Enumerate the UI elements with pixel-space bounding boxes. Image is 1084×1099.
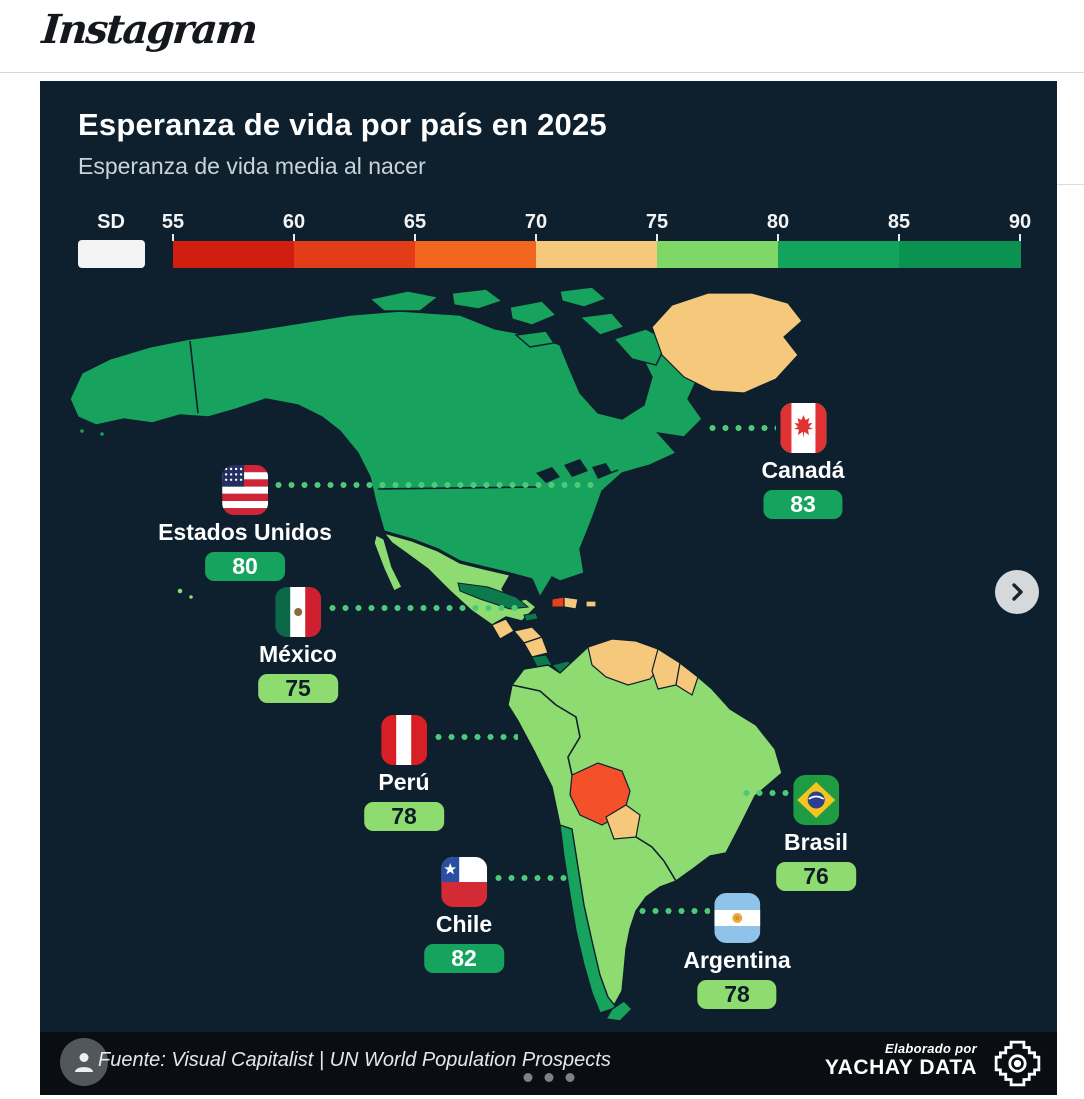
chart-title: Esperanza de vida por país en 2025 [78, 107, 607, 142]
carousel-dot [565, 1073, 574, 1082]
legend-color-segment [173, 241, 295, 268]
legend-tick-mark [656, 234, 658, 241]
chevron-right-icon [1012, 583, 1023, 601]
legend-tick-label: 70 [524, 211, 548, 233]
carousel-dot [544, 1073, 553, 1082]
peru-flag-icon [381, 715, 427, 765]
legend-tick-mark [535, 234, 537, 241]
instagram-logo[interactable]: Instagram [39, 6, 259, 53]
country-callout-peru: Perú 78 [364, 715, 444, 831]
brasil-flag-icon [793, 775, 839, 825]
country-callout-mexico: México 75 [258, 587, 338, 703]
country-callout-usa: Estados Unidos 80 [158, 465, 332, 581]
carousel-next-button[interactable] [995, 570, 1039, 614]
country-name-label: Estados Unidos [158, 519, 332, 545]
country-name-label: México [259, 641, 337, 667]
map-north-america [69, 310, 703, 599]
callout-dotted-line [492, 875, 567, 881]
legend-tick-mark [293, 234, 295, 241]
country-value-badge: 76 [776, 862, 856, 891]
legend-tick-mark [414, 234, 416, 241]
instagram-header: Instagram [0, 0, 1084, 73]
legend-no-data-swatch [78, 240, 145, 268]
legend-tick-mark [898, 234, 900, 241]
credit-brand: YACHAY DATA [824, 1056, 977, 1079]
legend-tick-label: 90 [1008, 211, 1032, 233]
country-value-badge: 78 [364, 802, 444, 831]
legend-color-segment [899, 241, 1021, 268]
map-haiti [551, 596, 565, 608]
country-name-label: Chile [435, 911, 493, 937]
callout-dotted-line [272, 482, 596, 488]
legend-tick-mark [777, 234, 779, 241]
callout-dotted-line [706, 425, 776, 431]
callout-dotted-line [432, 734, 518, 740]
country-value-badge: 78 [697, 980, 777, 1009]
person-icon [75, 1053, 93, 1072]
country-name-label: Canadá [761, 457, 845, 483]
legend-tick-label: 60 [282, 211, 306, 233]
legend-tick-label: 75 [645, 211, 669, 233]
country-value-badge: 75 [258, 674, 338, 703]
country-callout-chile: Chile 82 [424, 857, 504, 973]
carousel-dot [523, 1073, 532, 1082]
argentina-flag-icon [714, 893, 760, 943]
chile-flag-icon [441, 857, 487, 907]
infographic-post-image: Esperanza de vida por país en 2025 Esper… [40, 81, 1057, 1095]
country-callout-argentina: Argentina 78 [683, 893, 791, 1009]
yachay-data-chakana-eye-logo [994, 1040, 1041, 1087]
legend-no-data-label: SD [97, 211, 125, 233]
country-callout-brasil: Brasil 76 [776, 775, 856, 891]
country-value-badge: 83 [763, 490, 843, 519]
source-text: Fuente: Visual Capitalist | UN World Pop… [98, 1049, 611, 1071]
callout-dotted-line [326, 605, 518, 611]
country-value-badge: 80 [205, 552, 285, 581]
legend-color-segment [778, 241, 900, 268]
carousel-dots [523, 1073, 574, 1082]
legend-tick-mark [1019, 234, 1021, 241]
legend-color-segment [657, 241, 779, 268]
country-name-label: Brasil [784, 829, 848, 855]
profile-avatar[interactable] [60, 1038, 108, 1086]
legend-color-segment [415, 241, 537, 268]
legend-color-segment [536, 241, 658, 268]
callout-dotted-line [636, 908, 710, 914]
right-gutter-divider [1057, 184, 1084, 185]
legend-tick-label: 85 [887, 211, 911, 233]
legend-tick-label: 65 [403, 211, 427, 233]
credit-prefix: Elaborado por [884, 1041, 977, 1056]
canada-flag-icon [780, 403, 826, 453]
country-callout-canada: Canadá 83 [761, 403, 845, 519]
map-paraguay [605, 804, 641, 840]
legend-tick-mark [172, 234, 174, 241]
credit-block: Elaborado por YACHAY DATA [825, 1041, 977, 1080]
americas-choropleth-map [69, 286, 803, 1022]
infographic-footer: Fuente: Visual Capitalist | UN World Pop… [40, 1032, 1057, 1095]
legend-color-segment [294, 241, 416, 268]
country-name-label: Argentina [683, 947, 791, 973]
legend-tick-label: 55 [161, 211, 185, 233]
legend-tick-label: 80 [766, 211, 790, 233]
mexico-flag-icon [275, 587, 321, 637]
chart-subtitle: Esperanza de vida media al nacer [78, 153, 426, 179]
map-cuba [457, 582, 530, 610]
map-greenland [651, 292, 803, 394]
usa-flag-icon [222, 465, 268, 515]
color-scale-legend: SD 55 60 65 70 75 80 85 90 [40, 207, 1057, 279]
country-name-label: Perú [378, 769, 430, 795]
country-value-badge: 82 [424, 944, 504, 973]
callout-dotted-line [740, 790, 790, 796]
